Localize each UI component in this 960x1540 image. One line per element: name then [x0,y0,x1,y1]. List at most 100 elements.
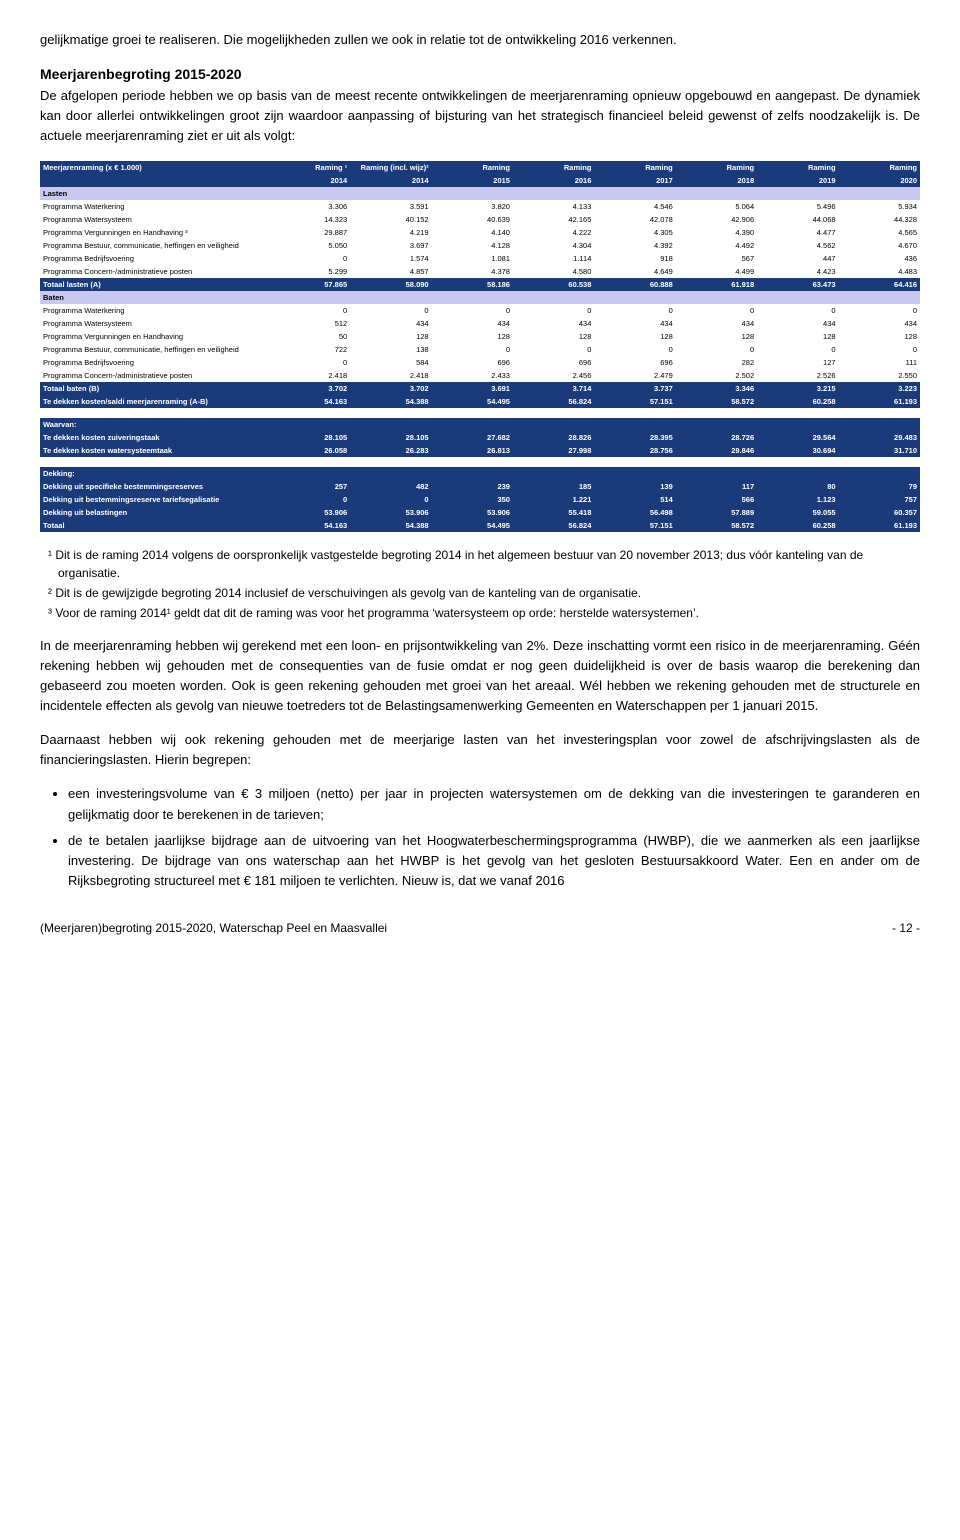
col-head: Raming [594,161,675,174]
col-head: Raming [513,161,594,174]
row-val: 239 [432,480,513,493]
row-val: 4.492 [676,239,757,252]
row-val: 44.328 [839,213,920,226]
row-val: 4.378 [432,265,513,278]
year: 2014 [350,174,431,187]
year: 2015 [432,174,513,187]
row-val: 44.068 [757,213,838,226]
row-val: 2.418 [269,369,350,382]
row-val: 2.526 [757,369,838,382]
row-label: Programma Vergunningen en Handhaving ³ [40,226,269,239]
table-row: Programma Bestuur, communicatie, heffing… [40,239,920,252]
table-row: Programma Vergunningen en Handhaving ³29… [40,226,920,239]
row-val: 42.906 [676,213,757,226]
row-val: 436 [839,252,920,265]
table-row: Dekking uit bestemmingsreserve tariefseg… [40,493,920,506]
row-val: 4.483 [839,265,920,278]
table-row: Te dekken kosten zuiveringstaak28.10528.… [40,431,920,444]
row-val: 3.697 [350,239,431,252]
row-val: 128 [432,330,513,343]
table-row: Programma Watersysteem14.32340.15240.639… [40,213,920,226]
row-val: 128 [350,330,431,343]
row-val: 0 [757,304,838,317]
row-val: 29.846 [676,444,757,457]
row-val: 0 [513,304,594,317]
total-val: 3.737 [594,382,675,395]
table-row: Dekking uit belastingen53.90653.90653.90… [40,506,920,519]
row-val: 0 [839,304,920,317]
row-val: 28.756 [594,444,675,457]
row-val: 4.390 [676,226,757,239]
row-val: 4.499 [676,265,757,278]
row-val: 80 [757,480,838,493]
year: 2019 [757,174,838,187]
row-val: 79 [839,480,920,493]
row-val: 127 [757,356,838,369]
row-val: 0 [350,304,431,317]
dekking-header: Dekking: [40,467,920,480]
intro-p2: De afgelopen periode hebben we op basis … [40,86,920,146]
total-val: 60.538 [513,278,594,291]
row-val: 56.498 [594,506,675,519]
row-val: 4.222 [513,226,594,239]
row-val: 0 [676,304,757,317]
total-val: 3.215 [757,382,838,395]
total-val: 57.151 [594,519,675,532]
table-row: Dekking uit specifieke bestemmingsreserv… [40,480,920,493]
total-val: 3.691 [432,382,513,395]
row-val: 4.857 [350,265,431,278]
row-val: 0 [757,343,838,356]
total-val: 54.388 [350,395,431,408]
table-header-row: Meerjarenraming (x € 1.000) Raming ¹ Ram… [40,161,920,174]
row-val: 4.562 [757,239,838,252]
row-val: 512 [269,317,350,330]
row-val: 139 [594,480,675,493]
row-val: 434 [513,317,594,330]
bullet-1: een investeringsvolume van € 3 miljoen (… [68,784,920,824]
total-val: 3.714 [513,382,594,395]
row-val: 3.591 [350,200,431,213]
row-val: 27.998 [513,444,594,457]
row-val: 27.682 [432,431,513,444]
year: 2018 [676,174,757,187]
row-val: 0 [513,343,594,356]
row-val: 0 [269,252,350,265]
row-val: 42.165 [513,213,594,226]
col-head: Raming ¹ [269,161,350,174]
row-val: 5.934 [839,200,920,213]
row-val: 1.081 [432,252,513,265]
row-val: 0 [432,304,513,317]
row-val: 4.219 [350,226,431,239]
bullet-2: de te betalen jaarlijkse bijdrage aan de… [68,831,920,891]
row-val: 1.123 [757,493,838,506]
year: 2020 [839,174,920,187]
intro-p1: gelijkmatige groei te realiseren. Die mo… [40,30,920,50]
total-val: 3.223 [839,382,920,395]
total-val: 58.572 [676,519,757,532]
row-label: Te dekken kosten zuiveringstaak [40,431,269,444]
table-row: Programma Concern-/administratieve poste… [40,369,920,382]
row-label: Programma Bestuur, communicatie, heffing… [40,343,269,356]
row-val: 0 [676,343,757,356]
table-row: Programma Bedrijfsvoering058469669669628… [40,356,920,369]
table-row: Programma Waterkering3.3063.5913.8204.13… [40,200,920,213]
row-val: 138 [350,343,431,356]
dekking-total: Totaal54.16354.38854.49556.82457.15158.5… [40,519,920,532]
total-val: 57.865 [269,278,350,291]
row-label: Programma Concern-/administratieve poste… [40,369,269,382]
row-val: 2.550 [839,369,920,382]
row-val: 28.826 [513,431,594,444]
total-val: 57.151 [594,395,675,408]
table-row: Programma Concern-/administratieve poste… [40,265,920,278]
row-val: 434 [676,317,757,330]
total-val: 64.416 [839,278,920,291]
footnote-2: ² Dit is de gewijzigde begroting 2014 in… [58,584,920,602]
row-val: 4.304 [513,239,594,252]
row-val: 447 [757,252,838,265]
row-val: 918 [594,252,675,265]
row-val: 0 [839,343,920,356]
row-val: 4.423 [757,265,838,278]
section-heading: Meerjarenbegroting 2015-2020 [40,66,920,82]
row-val: 1.574 [350,252,431,265]
row-val: 0 [269,356,350,369]
